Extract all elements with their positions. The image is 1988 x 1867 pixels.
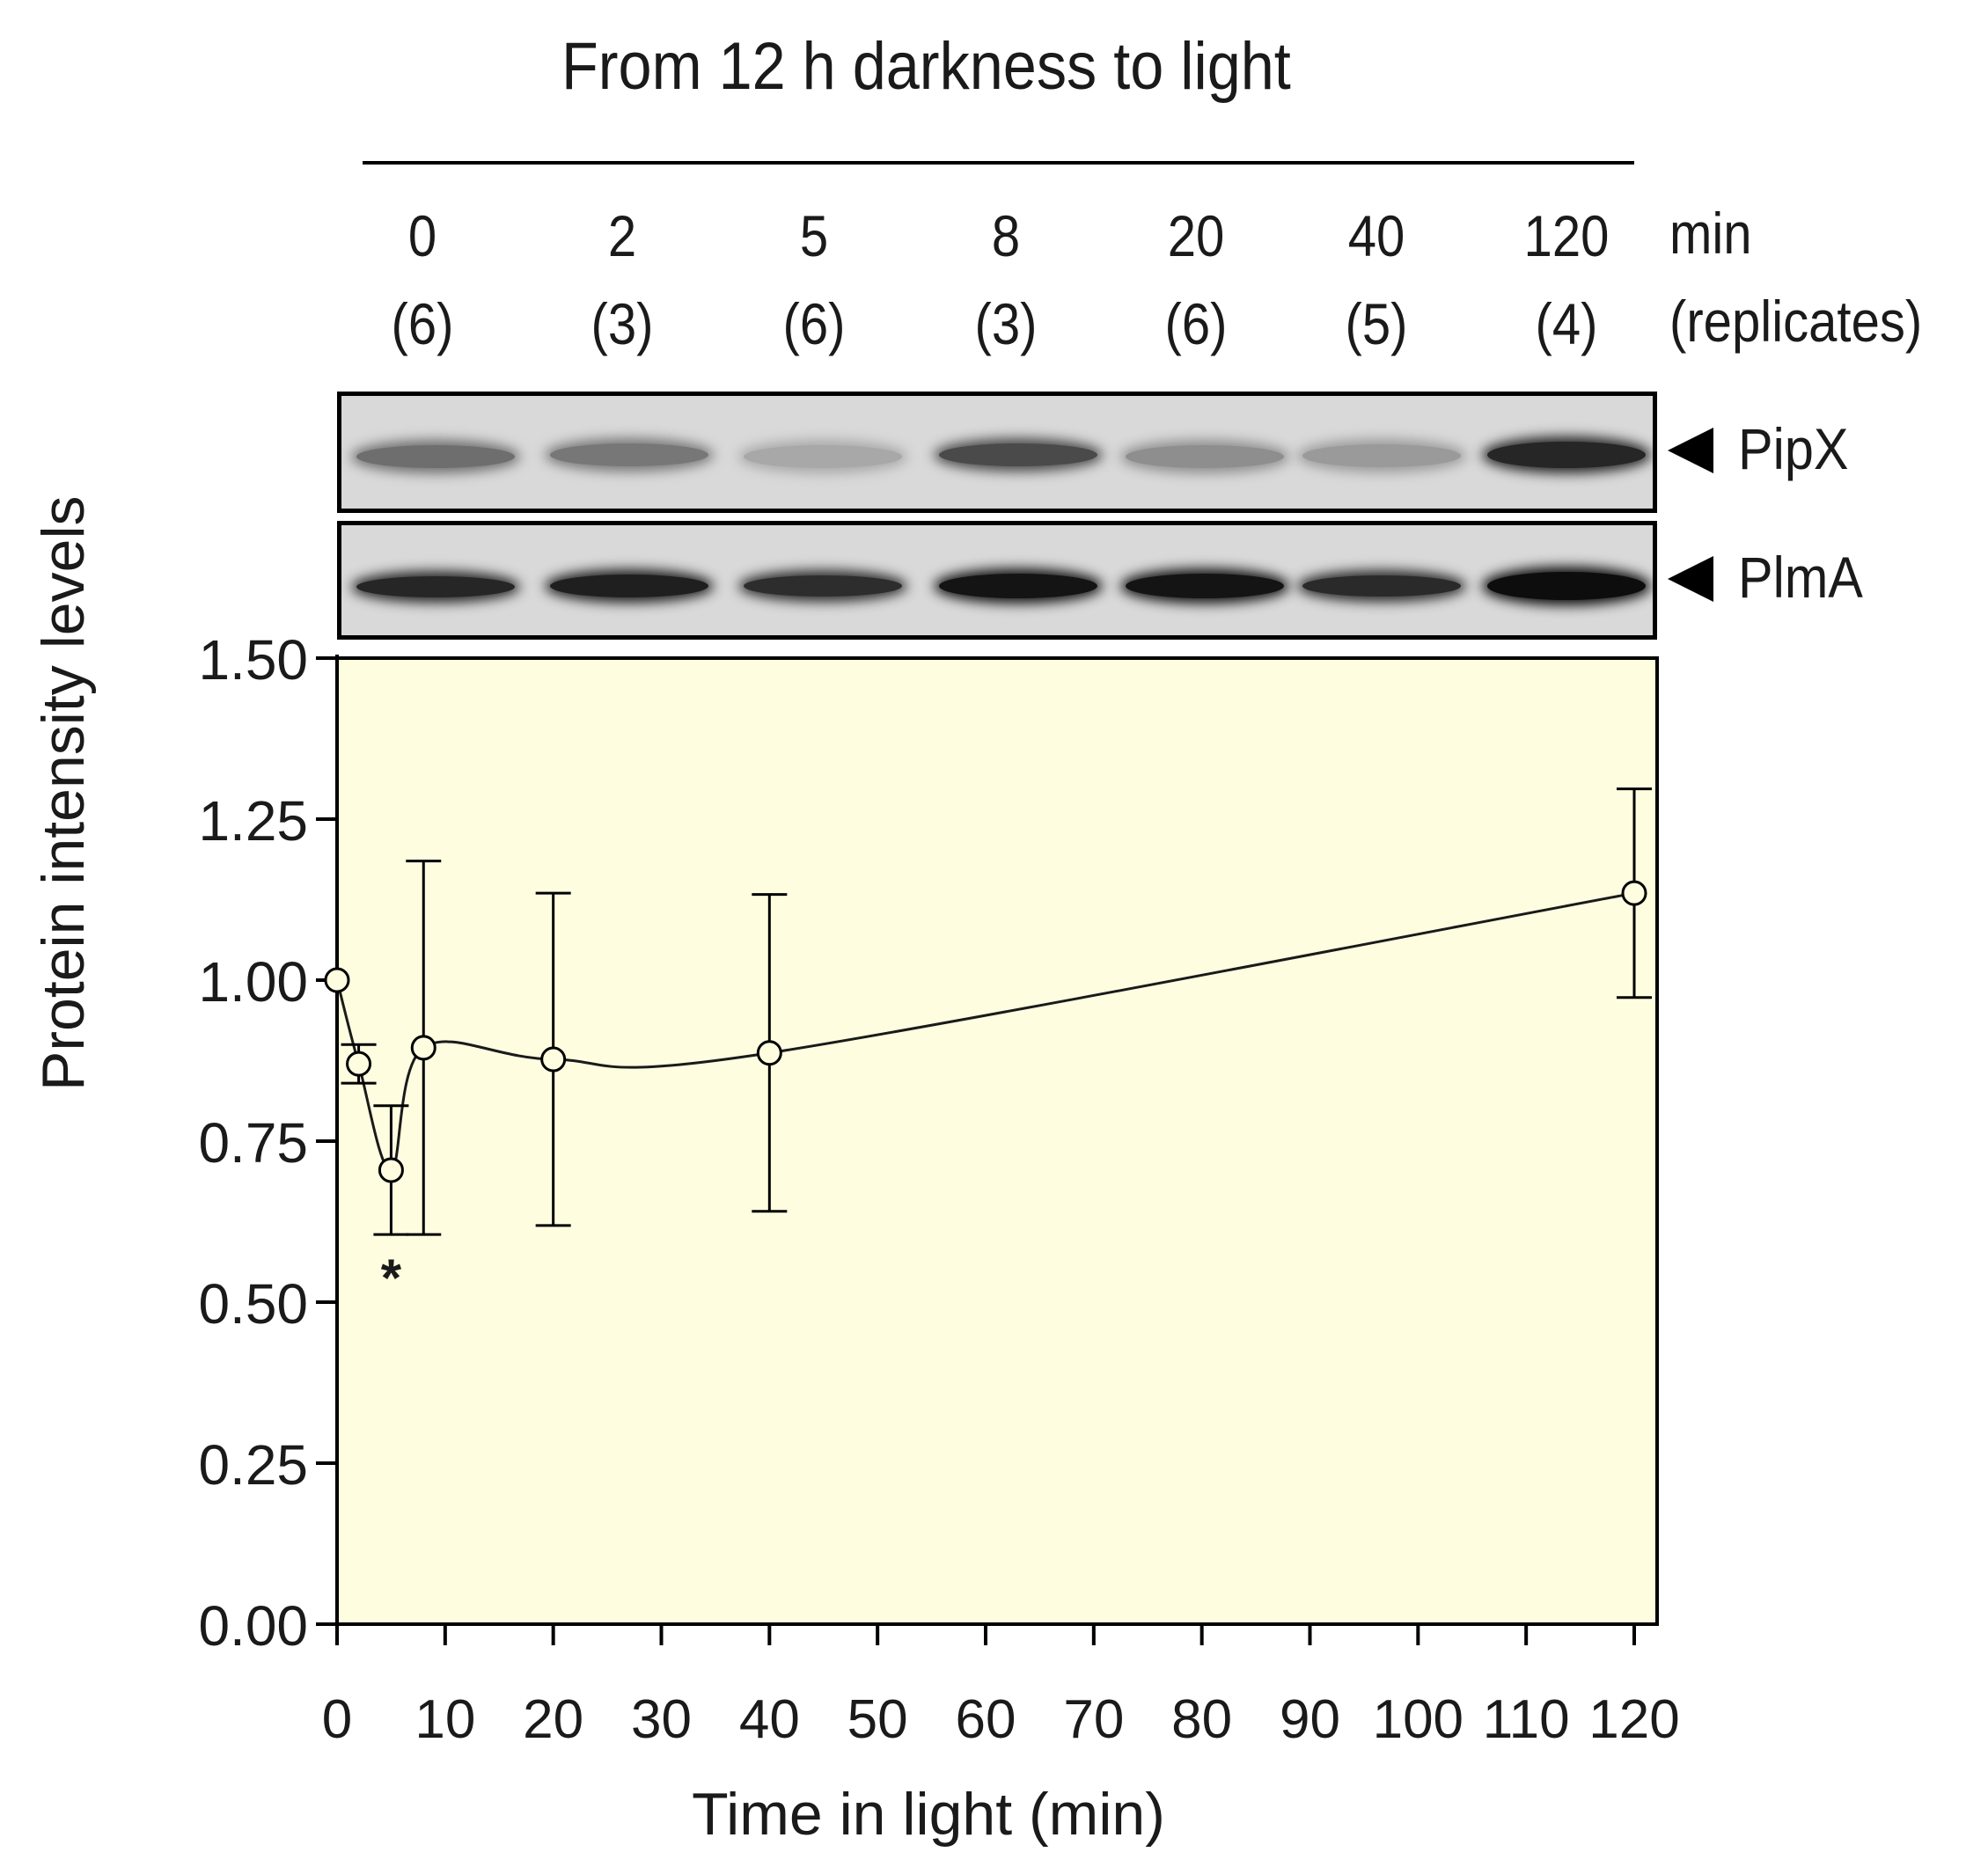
x-tick-label: 70: [1063, 1689, 1124, 1750]
blot-plma: [337, 521, 1657, 640]
lane-replicates-5: (6): [782, 291, 846, 356]
lane-replicates-120: (4): [1535, 291, 1598, 356]
plot-area: [335, 656, 1659, 1626]
plma-label: PlmA: [1738, 545, 1863, 610]
pipx-label: PipX: [1738, 416, 1849, 481]
header-rule: [363, 161, 1634, 165]
y-tick-label: 0.25: [198, 1433, 308, 1497]
data-point: [346, 1051, 372, 1077]
lane-replicates-0: (6): [391, 291, 454, 356]
data-point: [1621, 880, 1647, 906]
y-tick-label: 0.75: [198, 1111, 308, 1175]
x-axis-label: Time in light (min): [692, 1781, 1165, 1848]
data-point: [756, 1040, 782, 1066]
x-axis-ticks: 0 10 20 30 40 50 60 70 80 90 100 110 120: [322, 1624, 1680, 1750]
blot-band: [356, 576, 515, 597]
x-tick-label: 30: [631, 1689, 692, 1750]
blot-band: [1487, 572, 1646, 600]
data-point: [540, 1046, 567, 1073]
blot-band: [939, 574, 1097, 598]
y-axis-label: Protein intensity levels: [30, 495, 97, 1091]
blot-band: [744, 445, 902, 468]
blot-band: [1302, 575, 1461, 597]
significance-marker: *: [381, 1248, 402, 1307]
x-tick-label: 0: [322, 1689, 352, 1750]
blot-band: [744, 575, 902, 597]
x-tick-label: 50: [847, 1689, 908, 1750]
lane-time-120: 120: [1523, 203, 1610, 268]
x-tick-label: 120: [1588, 1689, 1679, 1750]
lane-time-8: 8: [991, 203, 1021, 268]
y-tick-label: 1.50: [198, 628, 308, 692]
blot-pipx: [337, 392, 1657, 513]
figure-title: From 12 h darkness to light: [561, 29, 1291, 104]
blot-band: [939, 443, 1097, 466]
x-tick-label: 110: [1483, 1689, 1570, 1750]
y-axis-ticks: 0.00 0.25 0.50 0.75 1.00 1.25 1.50: [198, 628, 337, 1658]
x-tick-label: 100: [1373, 1689, 1463, 1750]
x-tick-label: 90: [1280, 1689, 1340, 1750]
data-point: [378, 1157, 404, 1183]
lane-time-40: 40: [1347, 203, 1405, 268]
lane-replicates-2: (3): [591, 291, 654, 356]
plma-arrow-icon: [1668, 556, 1713, 602]
annotations: *: [381, 1248, 402, 1307]
y-tick-label: 1.25: [198, 789, 308, 853]
pipx-arrow-icon: [1668, 428, 1713, 473]
y-tick-label: 0.00: [198, 1594, 308, 1658]
replicates-unit-label: (replicates): [1669, 289, 1923, 354]
y-tick-label: 1.00: [198, 950, 308, 1014]
lane-time-20: 20: [1167, 203, 1225, 268]
lane-time-5: 5: [799, 203, 829, 268]
time-unit-label: min: [1669, 201, 1752, 266]
blot-band: [1487, 442, 1646, 468]
x-tick-label: 40: [739, 1689, 800, 1750]
y-tick-label: 0.50: [198, 1272, 308, 1336]
x-tick-label: 20: [523, 1689, 583, 1750]
x-tick-label: 80: [1171, 1689, 1232, 1750]
blot-band: [1302, 444, 1461, 467]
x-tick-label: 60: [956, 1689, 1016, 1750]
lane-replicates-20: (6): [1164, 291, 1228, 356]
lane-time-2: 2: [607, 203, 637, 268]
blot-band: [550, 443, 708, 466]
x-tick-label: 10: [414, 1689, 475, 1750]
blot-band: [1126, 574, 1284, 598]
data-point: [324, 967, 350, 993]
lane-replicates-8: (3): [974, 291, 1038, 356]
blot-band: [356, 445, 515, 468]
lane-time-0: 0: [407, 203, 437, 268]
blot-band: [1126, 445, 1284, 468]
data-series: [324, 787, 1652, 1236]
lane-replicates-40: (5): [1345, 291, 1408, 356]
data-point: [410, 1035, 436, 1061]
blot-band: [550, 575, 708, 597]
